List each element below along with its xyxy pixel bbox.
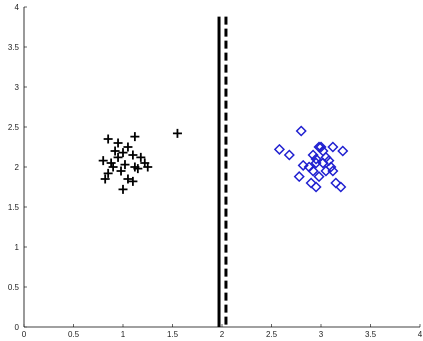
y-tick-label: 2.5 <box>8 123 20 132</box>
diamond-marker <box>275 145 284 154</box>
plus-marker <box>173 129 182 138</box>
x-tick-label: 3.5 <box>365 330 377 339</box>
diamond-marker <box>297 127 306 136</box>
diamond-marker <box>285 151 294 160</box>
decision-lines <box>219 17 226 327</box>
y-tick-label: 3 <box>15 83 20 92</box>
diamond-marker <box>307 179 316 188</box>
y-tick-label: 1 <box>15 243 20 252</box>
x-tick-label: 2 <box>220 330 225 339</box>
x-tick-label: 0 <box>22 330 27 339</box>
x-tick-label: 3 <box>319 330 324 339</box>
diamond-marker <box>336 183 345 192</box>
diamond-marker <box>328 143 337 152</box>
y-tick-label: 2 <box>15 163 20 172</box>
x-tick-label: 1.5 <box>167 330 179 339</box>
y-tick-label: 1.5 <box>8 203 20 212</box>
x-tick-label: 0.5 <box>68 330 80 339</box>
plus-marker <box>119 185 128 194</box>
tick-labels: 0 0.5 1 1.5 2 2.5 3 3.5 4 0 0.5 1 1.5 2 2.5 3 3.5 4 <box>8 3 423 339</box>
y-tick-label: 3.5 <box>8 43 20 52</box>
x-tick-label: 2.5 <box>266 330 278 339</box>
x-tick-label: 4 <box>418 330 423 339</box>
axes <box>24 7 420 327</box>
diamond-marker <box>331 179 340 188</box>
plus-marker <box>130 132 139 141</box>
plus-marker <box>104 135 113 144</box>
data-markers <box>99 127 348 194</box>
diamond-marker <box>312 183 321 192</box>
y-tick-label: 0.5 <box>8 283 20 292</box>
plus-marker <box>119 148 128 157</box>
diamond-marker <box>295 172 304 181</box>
plus-marker <box>123 143 132 152</box>
diamond-marker <box>338 147 347 156</box>
plus-marker <box>128 151 137 160</box>
y-tick-label: 0 <box>15 323 20 332</box>
tick-marks <box>24 7 420 327</box>
plus-marker <box>99 156 108 165</box>
plus-marker <box>114 139 123 148</box>
y-tick-label: 4 <box>15 3 20 12</box>
x-tick-label: 1 <box>121 330 126 339</box>
